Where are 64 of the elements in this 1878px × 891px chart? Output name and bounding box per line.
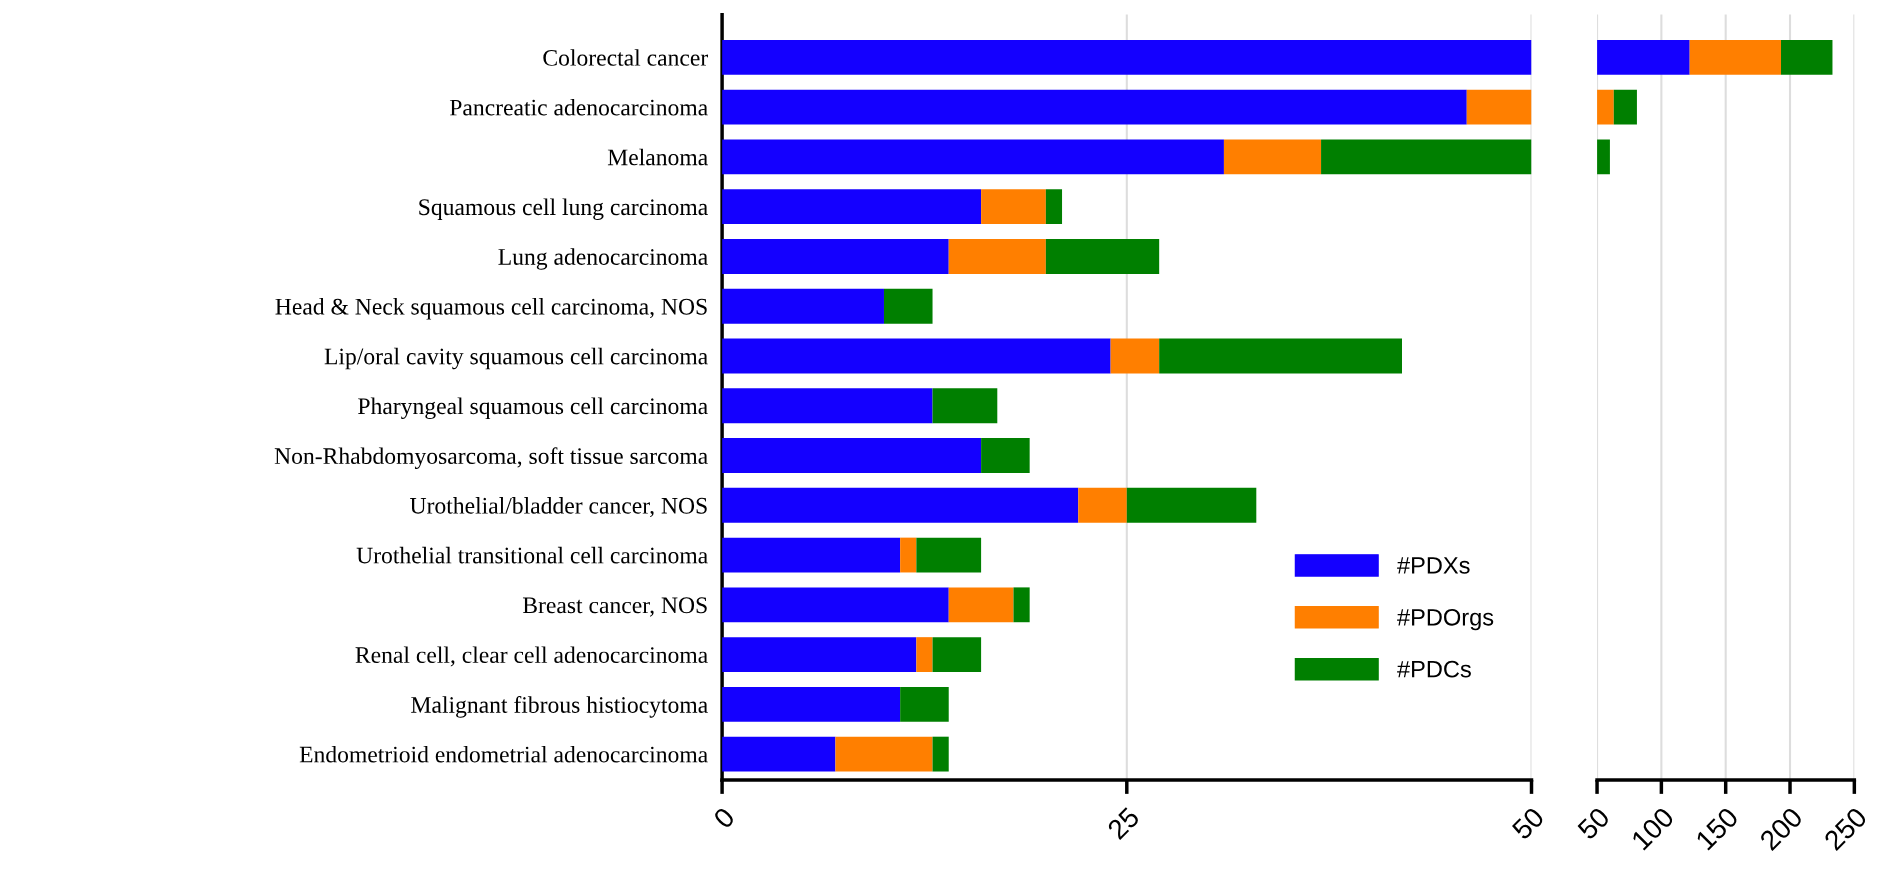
bar [1045, 189, 1063, 225]
x-tick-label: 250 [1823, 806, 1868, 852]
bar [1321, 139, 1532, 175]
bar [835, 736, 933, 772]
y-tick-label: Colorectal cancer [543, 49, 708, 66]
bar [722, 139, 1224, 175]
bar [722, 189, 982, 225]
bar [900, 537, 917, 573]
x-tick-label: 50 [1510, 806, 1546, 841]
bar [722, 438, 982, 473]
bar [722, 686, 901, 722]
bar [932, 637, 982, 672]
bar [1159, 338, 1402, 374]
y-tick-label: Pancreatic adenocarcinoma [449, 98, 708, 116]
bar [722, 239, 949, 274]
bar [1013, 587, 1030, 623]
y-tick-label: Malignant fibrous histiocytoma [411, 696, 708, 718]
legend-label: #PDOrgs [1397, 608, 1494, 631]
bar [1466, 89, 1532, 125]
y-tick-label: Renal cell, clear cell adenocarcinoma [355, 646, 708, 667]
bar [981, 438, 1030, 473]
y-tick-label: Urothelial/bladder cancer, NOS [410, 497, 707, 518]
y-tick-label: Pharyngeal squamous cell carcinoma [358, 397, 708, 420]
y-tick-label: Lung adenocarcinoma [498, 248, 708, 270]
bar [722, 288, 884, 324]
bar [722, 388, 933, 424]
x-tick-label: 0 [712, 806, 736, 830]
x-tick-label: 100 [1630, 806, 1676, 851]
bar [916, 637, 933, 672]
y-tick-label: Lip/oral cavity squamous cell carcinoma [324, 347, 708, 370]
bar [722, 637, 917, 672]
bar [932, 736, 949, 772]
x-tick-label: 200 [1758, 806, 1804, 852]
bar [932, 388, 998, 424]
bar [722, 39, 1532, 75]
bar [948, 239, 1046, 274]
y-tick-label: Urothelial transitional cell carcinoma [356, 546, 708, 564]
x-tick-label: 25 [1106, 806, 1141, 841]
y-tick-label: Non-Rhabdomyosarcoma, soft tissue sarcoma [274, 447, 708, 469]
bar [900, 686, 949, 722]
bar [981, 189, 1046, 225]
y-tick-label: Squamous cell lung carcinoma [419, 198, 708, 220]
bar [916, 537, 982, 573]
bar [722, 338, 1111, 374]
y-tick-label: Head & Neck squamous cell carcinoma, NOS [275, 298, 707, 320]
bar [1078, 487, 1127, 523]
bar [722, 736, 836, 772]
bar [722, 537, 901, 573]
bar [948, 587, 1014, 623]
legend-label: #PDXs [1397, 557, 1470, 574]
x-tick-label: 50 [1576, 806, 1611, 841]
bar [722, 89, 1467, 125]
legend-label: #PDCs [1397, 660, 1471, 678]
y-tick-label: Melanoma [607, 148, 708, 166]
bar [722, 587, 949, 623]
x-tick-label: 150 [1694, 806, 1740, 851]
y-tick-label: Breast cancer, NOS [522, 597, 707, 617]
bar [1126, 487, 1257, 523]
bar [883, 288, 933, 324]
bar [1110, 338, 1160, 374]
bar [722, 487, 1079, 523]
bar [1223, 139, 1322, 175]
y-tick-label: Endometrioid endometrial adenocarcinoma [299, 745, 708, 763]
bar [1045, 239, 1160, 274]
